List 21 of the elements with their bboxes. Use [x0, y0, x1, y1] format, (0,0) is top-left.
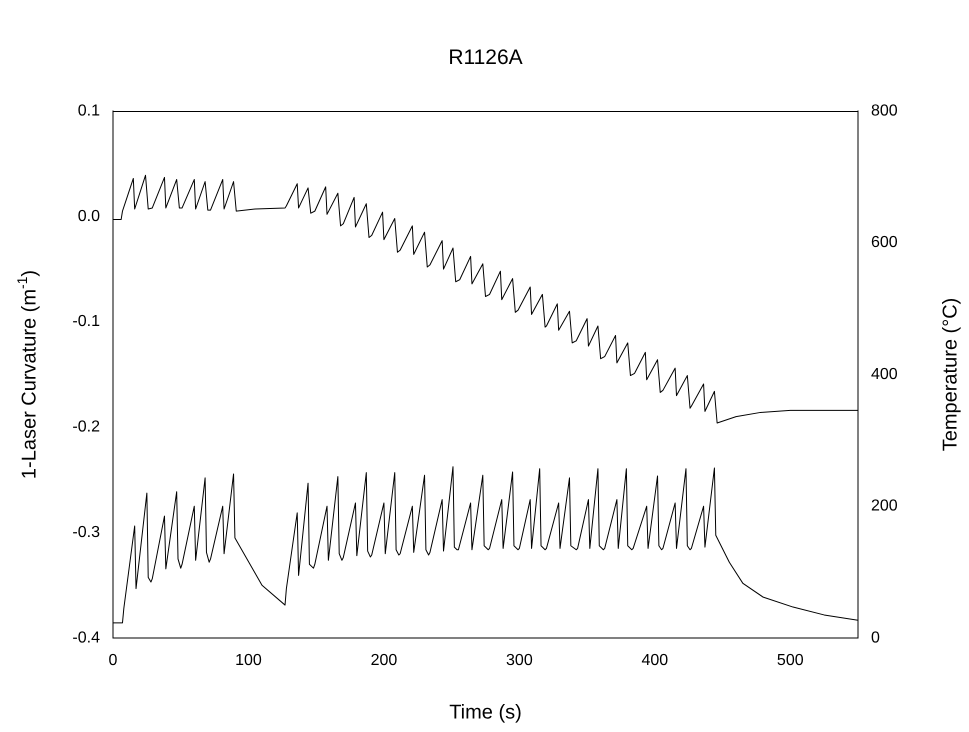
- y-tick-label: -0.1: [72, 313, 100, 330]
- y2-tick-label: 800: [871, 102, 898, 120]
- y-tick-label: -0.4: [72, 629, 100, 646]
- y-axis-title: 1-Laser Curvature (m-1): [14, 270, 41, 480]
- x-axis-title: Time (s): [449, 702, 522, 724]
- y2-axis-title: Temperature (°C): [940, 298, 962, 452]
- y-tick-label: -0.3: [72, 524, 100, 542]
- x-tick-label: 100: [235, 652, 262, 670]
- x-tick-label: 400: [641, 652, 668, 670]
- x-tick-label: 200: [370, 652, 398, 670]
- y2-tick-label: 400: [871, 366, 898, 383]
- x-tick-label: 0: [108, 652, 118, 670]
- x-tick-label: 500: [776, 652, 804, 670]
- y2-tick-label: 200: [871, 498, 898, 515]
- chart-title: R1126A: [448, 46, 523, 69]
- y-tick-label: -0.2: [72, 418, 100, 436]
- y2-tick-label: 0: [871, 629, 880, 646]
- y-tick-label: 0.1: [78, 102, 100, 120]
- x-tick-label: 300: [506, 652, 533, 670]
- y2-tick-label: 600: [871, 234, 898, 252]
- y-tick-label: 0.0: [78, 208, 100, 225]
